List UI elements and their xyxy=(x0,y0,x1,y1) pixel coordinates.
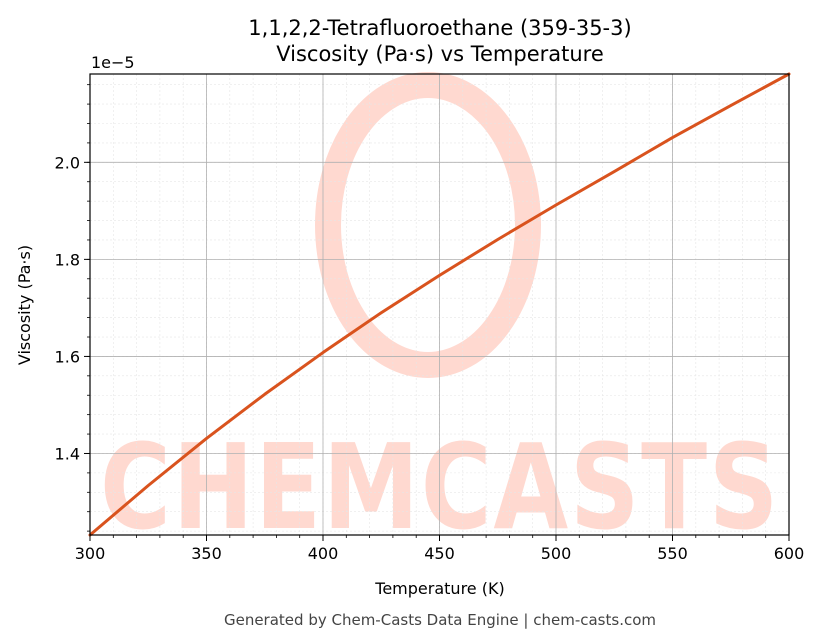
watermark: CHEMCASTS xyxy=(100,72,780,556)
x-axis: 300 350 400 450 500 550 600 xyxy=(75,535,805,563)
watermark-ring-mark xyxy=(315,72,541,378)
y-axis: 1.4 1.6 1.8 2.0 xyxy=(55,84,90,532)
chart-subtitle: Viscosity (Pa·s) vs Temperature xyxy=(276,42,604,66)
x-axis-label: Temperature (K) xyxy=(374,579,504,598)
x-tick-label: 500 xyxy=(541,544,572,563)
y-tick-label: 1.6 xyxy=(55,347,80,366)
y-tick-label: 2.0 xyxy=(55,153,80,172)
x-tick-label: 400 xyxy=(308,544,339,563)
y-tick-label: 1.8 xyxy=(55,250,80,269)
x-tick-label: 550 xyxy=(657,544,688,563)
x-tick-label: 600 xyxy=(774,544,805,563)
footer-credit: Generated by Chem-Casts Data Engine | ch… xyxy=(224,611,656,629)
series-layer xyxy=(88,72,791,537)
chart-title: 1,1,2,2-Tetrafluoroethane (359-35-3) xyxy=(248,16,631,40)
viscosity-series-line xyxy=(88,72,791,537)
x-tick-label: 450 xyxy=(424,544,455,563)
y-axis-label: Viscosity (Pa·s) xyxy=(15,245,34,365)
y-tick-label: 1.4 xyxy=(55,444,80,463)
watermark-text: CHEMCASTS xyxy=(100,418,780,556)
x-tick-label: 300 xyxy=(75,544,106,563)
y-axis-scale-label: 1e−5 xyxy=(91,53,135,72)
x-tick-label: 350 xyxy=(191,544,222,563)
